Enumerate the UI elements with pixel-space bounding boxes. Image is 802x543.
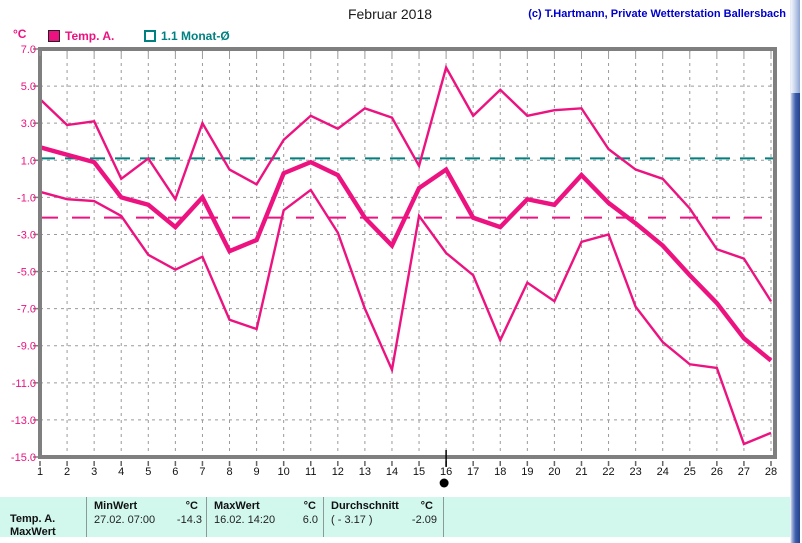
x-tick-label: 15	[413, 466, 425, 478]
maxwert-header: MaxWert °C	[214, 500, 316, 512]
panel-separator	[206, 497, 207, 537]
x-tick-label: 22	[602, 466, 614, 478]
x-tick-label: 10	[278, 466, 290, 478]
page-title: Februar 2018	[347, 6, 433, 22]
y-tick-label: -7.0	[17, 304, 36, 316]
x-tick-label: 2	[64, 466, 70, 478]
durchschnitt-header-label: Durchschnitt	[331, 500, 399, 512]
y-tick-label: 3.0	[21, 118, 36, 130]
legend-label-temp-a: Temp. A.	[65, 28, 115, 43]
x-tick-label: 18	[494, 466, 506, 478]
plot-frame	[38, 47, 777, 459]
temp-a-swatch-icon[interactable]	[48, 29, 60, 42]
series-row-label-2: MaxWert	[10, 526, 56, 538]
plot-area[interactable]: 7.0 5.0 3.0 1.0 -1.0 -3.0 -5.0 -7.0 -9.0 -11.0 -13…	[0, 0, 802, 497]
minwert-value-row: 27.02. 07:00 -14.3	[94, 514, 202, 526]
series-line-1	[39, 145, 773, 363]
x-tick-label: 13	[359, 466, 371, 478]
y-tick-label: -15.0	[11, 452, 36, 464]
panel-separator	[86, 497, 87, 537]
maxwert-unit: °C	[303, 500, 316, 512]
durchschnitt-header: Durchschnitt °C	[331, 500, 433, 512]
x-tick-label: 3	[91, 466, 97, 478]
maxwert-datetime: 16.02. 14:20	[214, 514, 276, 526]
vertical-scrollbar[interactable]	[790, 0, 800, 543]
x-tick-label: 26	[711, 466, 723, 478]
legend-item-monat-avg[interactable]: 1.1 Monat-Ø	[144, 28, 230, 43]
cursor-marker[interactable]	[439, 478, 449, 488]
y-axis-unit-label: °C	[13, 27, 27, 41]
y-tick-label: -13.0	[11, 415, 36, 427]
maxwert-value-row: 16.02. 14:20 6.0	[214, 514, 318, 526]
x-tick-label: 21	[575, 466, 587, 478]
series-line-0	[39, 64, 773, 302]
durchschnitt-unit: °C	[420, 500, 433, 512]
y-tick-label: -9.0	[17, 341, 36, 353]
maxwert-temp: 6.0	[302, 514, 318, 526]
legend-label-monat-avg: 1.1 Monat-Ø	[161, 28, 230, 43]
legend-item-temp-a[interactable]: Temp. A.	[48, 28, 114, 43]
y-tick-label: -3.0	[17, 229, 36, 241]
y-tick-label: -11.0	[12, 378, 36, 390]
x-tick-label: 14	[386, 466, 398, 478]
x-tick-label: 6	[172, 466, 178, 478]
copyright-text: (c) T.Hartmann, Private Wetterstation Ba…	[528, 8, 786, 20]
x-tick-label: 11	[305, 466, 316, 478]
y-tick-label: 5.0	[21, 81, 36, 93]
x-tick-label: 5	[145, 466, 151, 478]
x-tick-label: 8	[226, 466, 232, 478]
x-tick-label: 9	[254, 466, 260, 478]
x-tick-label: 1	[37, 466, 43, 478]
durchschnitt-value-row: ( - 3.17 ) -2.09	[331, 514, 437, 526]
y-tick-label: -1.0	[17, 192, 36, 204]
stats-panel	[0, 497, 790, 537]
x-tick-label: 25	[684, 466, 696, 478]
x-tick-label: 24	[657, 466, 669, 478]
minwert-header-label: MinWert	[94, 500, 138, 512]
durchschnitt-longterm: ( - 3.17 )	[331, 514, 373, 526]
minwert-header: MinWert °C	[94, 500, 198, 512]
x-tick-label: 17	[467, 466, 479, 478]
x-tick-label: 12	[332, 466, 344, 478]
x-tick-label: 7	[199, 466, 205, 478]
monat-avg-checkbox-icon[interactable]	[144, 29, 156, 42]
scrollbar-thumb[interactable]	[791, 0, 800, 93]
gridlines	[40, 49, 775, 457]
axis-ticks	[33, 48, 772, 466]
y-tick-label: 1.0	[21, 155, 36, 167]
minwert-temp: -14.3	[176, 514, 202, 526]
x-tick-label: 27	[738, 466, 750, 478]
y-tick-label: 7.0	[21, 44, 36, 56]
series-line-2	[39, 188, 772, 446]
x-tick-label: 23	[630, 466, 642, 478]
maxwert-header-label: MaxWert	[214, 500, 260, 512]
panel-separator	[323, 497, 324, 537]
x-tick-label: 28	[765, 466, 777, 478]
x-tick-label: 19	[521, 466, 533, 478]
x-tick-label: 16	[440, 466, 452, 478]
series-row-label: Temp. A.	[10, 513, 56, 525]
x-tick-label: 20	[548, 466, 560, 478]
y-tick-label: -5.0	[17, 267, 36, 279]
x-tick-label: 4	[118, 466, 124, 478]
minwert-datetime: 27.02. 07:00	[94, 514, 156, 526]
durchschnitt-temp: -2.09	[411, 514, 437, 526]
panel-separator	[443, 497, 444, 537]
minwert-unit: °C	[185, 500, 198, 512]
